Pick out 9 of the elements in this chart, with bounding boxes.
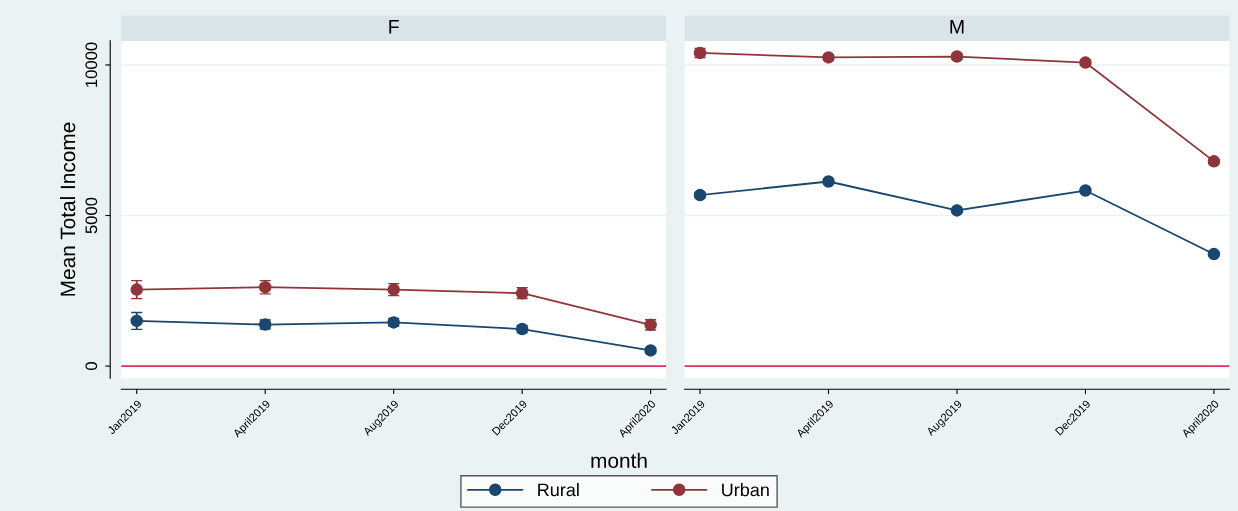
y-tick-label: 0 — [85, 362, 98, 371]
y-tick-label: 10000 — [85, 42, 98, 87]
chart-title: M — [950, 20, 964, 34]
y-axis-title: Mean Total Income — [59, 122, 76, 296]
chart-title: F — [389, 20, 399, 34]
x-axis-title: month — [591, 452, 647, 469]
legend-label: Rural — [538, 483, 579, 497]
y-tick-label: 5000 — [85, 197, 98, 234]
legend-label: Urban — [722, 483, 769, 497]
